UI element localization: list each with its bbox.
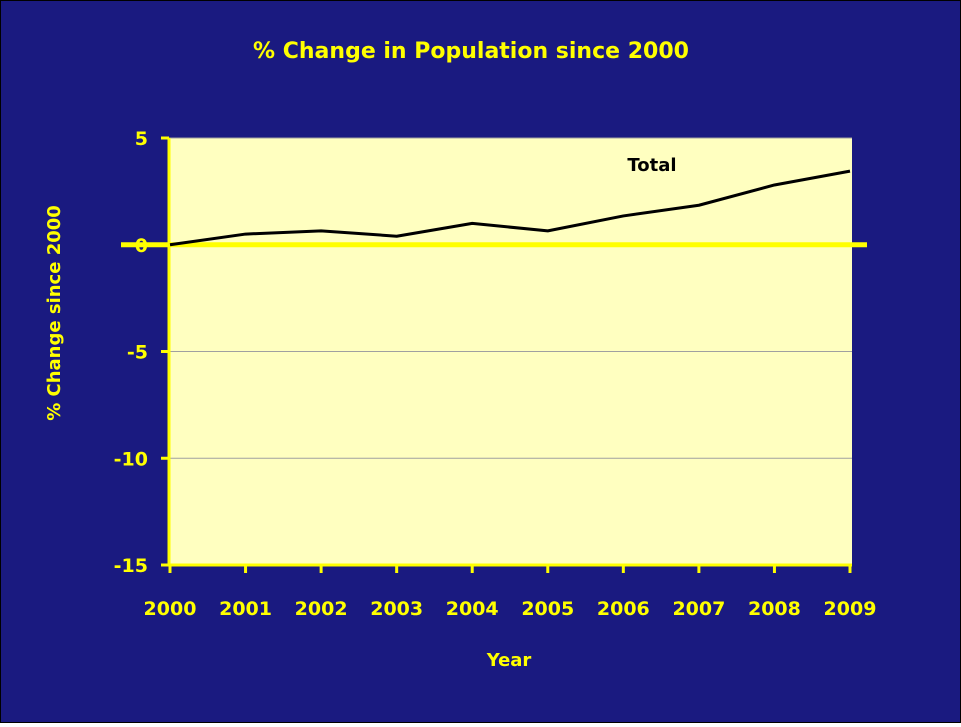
- series-label: Total: [627, 155, 676, 176]
- x-tick-label: 2005: [521, 598, 574, 620]
- series-layer: Total: [169, 155, 851, 247]
- series-line-total: [169, 169, 851, 247]
- chart-title: % Change in Population since 2000: [253, 39, 689, 64]
- x-tick-label: 2009: [824, 598, 877, 620]
- x-tick-label: 2002: [295, 598, 348, 620]
- y-tick-label: 5: [135, 128, 148, 150]
- x-axis: 2000 2001 2002 2003 2004 2005 2006 2007 2008 2009: [144, 563, 877, 620]
- x-tick-label: 2001: [219, 598, 272, 620]
- y-axis-label: % Change since 2000: [44, 205, 65, 421]
- x-tick-label: 2004: [446, 598, 499, 620]
- x-axis-label: Year: [486, 650, 532, 671]
- x-tick-label: 2007: [672, 598, 725, 620]
- y-tick-label: -10: [114, 448, 148, 470]
- y-tick-label: -15: [114, 555, 148, 577]
- y-tick-label: -5: [127, 342, 148, 364]
- x-tick-label: 2008: [748, 598, 801, 620]
- x-tick-label: 2006: [597, 598, 650, 620]
- x-tick-label: 2003: [370, 598, 423, 620]
- y-axis: 5 0 -5 -10 -15: [114, 128, 171, 577]
- y-tick-label: 0: [135, 235, 148, 257]
- x-tick-label: 2000: [144, 598, 197, 620]
- gridlines: [169, 137, 852, 459]
